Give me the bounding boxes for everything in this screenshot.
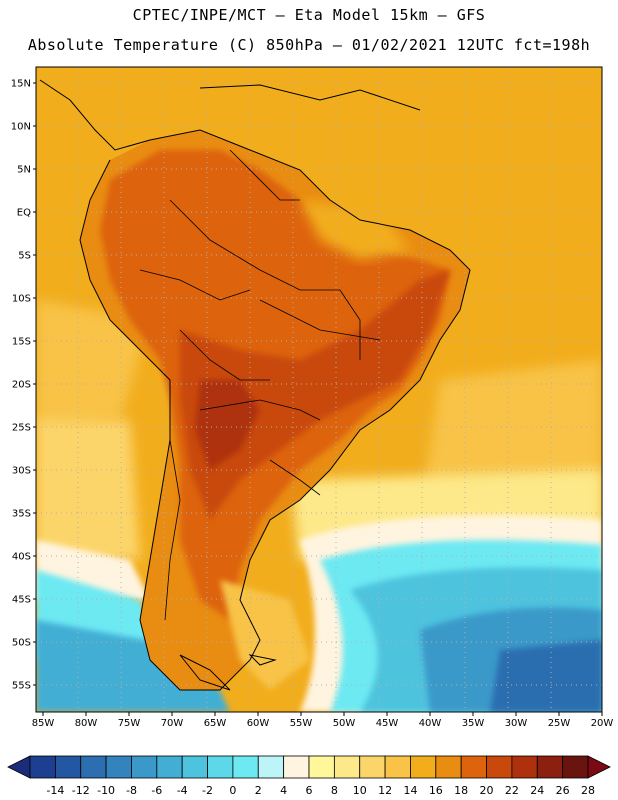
coastline (39, 79, 471, 691)
lon-label: 65W (204, 718, 227, 729)
colorbar-label: 16 (429, 784, 443, 797)
colorbar: -14 -12 -10 -8 -6 -4 -2 0 2 4 6 8 10 12 14 16 18 20 22 24 26… (7, 755, 611, 797)
cold-east-5 (490, 640, 602, 712)
colorbar-cell (181, 755, 208, 779)
colorbar-label: 28 (581, 784, 595, 797)
colorbar-label: 10 (353, 784, 367, 797)
country-borders (139, 149, 381, 621)
lat-label: 10S (12, 294, 31, 305)
colorbar-cell (308, 755, 335, 779)
chart-subtitle: Absolute Temperature (C) 850hPa – 01/02/… (27, 36, 591, 54)
lon-axis: 85W 80W 75W 70W 65W 60W 55W 50W 45W 40W 35W 30W 25W 2… (32, 712, 614, 729)
colorbar-cell (156, 755, 183, 779)
lat-label: 30S (12, 466, 31, 477)
lon-label: 35W (462, 718, 485, 729)
colorbar-label: 4 (280, 784, 287, 797)
colorbar-label: -4 (177, 784, 188, 797)
lat-label: 15N (11, 79, 31, 90)
lat-label: 5N (17, 165, 31, 176)
lat-label: 50S (12, 638, 31, 649)
plot-frame (35, 66, 603, 713)
colorbar-label: 22 (505, 784, 519, 797)
colorbar-cell (511, 755, 538, 779)
chart-title: CPTEC/INPE/MCT – Eta Model 15km – GFS (132, 6, 486, 24)
map-fields (36, 67, 602, 712)
colorbar-label: -14 (46, 784, 64, 797)
lat-label: 55S (12, 681, 31, 692)
lon-label: 70W (161, 718, 184, 729)
colorbar-label: 12 (378, 784, 392, 797)
colorbar-cell (80, 755, 107, 779)
colorbar-label: 2 (255, 784, 262, 797)
colorbar-label: 24 (530, 784, 544, 797)
lat-label: 10N (11, 122, 31, 133)
colorbar-cell (257, 755, 285, 779)
patagonia-shelf (220, 580, 310, 690)
lon-label: 20W (591, 718, 614, 729)
lat-label: 5S (18, 251, 31, 262)
colorbar-label: 14 (403, 784, 417, 797)
colorbar-right-arrow (587, 755, 611, 779)
colorbar-cell (131, 755, 158, 779)
amazon-mild-field (300, 200, 410, 260)
colorbar-cell (232, 755, 259, 779)
colorbar-label: -12 (72, 784, 90, 797)
colorbar-label: 20 (480, 784, 494, 797)
colorbar-cell (283, 755, 310, 779)
colorbar-cell (359, 755, 386, 779)
colorbar-label: 18 (454, 784, 468, 797)
colorbar-cell (384, 755, 411, 779)
colorbar-label: 0 (229, 784, 236, 797)
pacific-cool-band (36, 420, 140, 560)
colorbar-left-arrow (7, 755, 31, 779)
lat-label: 15S (12, 337, 31, 348)
lon-label: 25W (548, 718, 571, 729)
colorbar-label: 8 (331, 784, 338, 797)
lon-label: 55W (290, 718, 313, 729)
colorbar-cell (54, 755, 82, 779)
lat-label: EQ (17, 208, 31, 219)
lon-label: 75W (118, 718, 141, 729)
colorbar-cell (486, 755, 513, 779)
colorbar-cell (105, 755, 132, 779)
lat-label: 20S (12, 380, 31, 391)
colorbar-cell (410, 755, 437, 779)
lon-label: 40W (419, 718, 442, 729)
lat-label: 25S (12, 423, 31, 434)
lon-label: 45W (376, 718, 399, 729)
colorbar-cell (29, 755, 56, 779)
lon-label: 30W (505, 718, 528, 729)
lon-label: 60W (247, 718, 270, 729)
colorbar-cell (207, 755, 234, 779)
lon-label: 80W (75, 718, 98, 729)
colorbar-label: -2 (202, 784, 213, 797)
lat-label: 35S (12, 509, 31, 520)
colorbar-label: -6 (151, 784, 162, 797)
colorbar-label: -8 (126, 784, 137, 797)
colorbar-cell (536, 755, 564, 779)
colorbar-label: 6 (306, 784, 313, 797)
lon-label: 85W (32, 718, 55, 729)
colorbar-cell (562, 755, 589, 779)
colorbar-label: -10 (97, 784, 115, 797)
lon-label: 50W (333, 718, 356, 729)
lat-label: 40S (12, 552, 31, 563)
colorbar-label: 26 (556, 784, 570, 797)
colorbar-cell (460, 755, 487, 779)
hottest-field (180, 270, 450, 520)
colorbar-cell (333, 755, 361, 779)
colorbar-cell (435, 755, 462, 779)
lat-label: 45S (12, 595, 31, 606)
lat-axis: 15N 10N 5N EQ 5S 10S 15S 20S 25S 30S 35S 40S 45S 50S 5… (11, 79, 36, 692)
